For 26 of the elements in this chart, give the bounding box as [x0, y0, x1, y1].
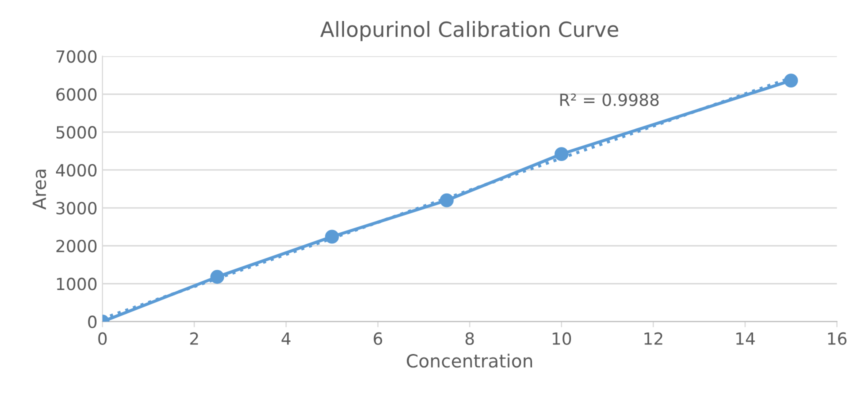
y-tick-label: 3000	[56, 202, 97, 214]
chart-title: Allopurinol Calibration Curve	[320, 21, 618, 42]
y-tick-label: 7000	[56, 50, 97, 63]
x-tick-label: 4	[282, 332, 290, 345]
x-tick-label: 8	[466, 332, 474, 345]
x-tick-label: 12	[644, 332, 662, 345]
annotation: R² = 0.9988	[560, 94, 659, 106]
point	[554, 147, 568, 162]
y-tick-label: 6000	[56, 88, 97, 101]
x-tick-label: 0	[98, 332, 107, 345]
point	[210, 270, 224, 284]
point	[325, 230, 339, 244]
y-tick-label: 1000	[57, 278, 97, 290]
x-axis-title: Concentration	[406, 354, 532, 368]
x-tick-label: 6	[374, 332, 382, 345]
point	[440, 193, 454, 208]
x-tick-label: 14	[736, 332, 755, 345]
y-tick-label: 5000	[56, 126, 97, 139]
point	[784, 74, 798, 88]
y-tick-label: 4000	[56, 164, 97, 177]
y-tick-label: 0	[88, 316, 97, 328]
y-tick-label: 2000	[56, 240, 97, 252]
x-tick-label: 10	[552, 332, 571, 345]
y-axis-title: Area	[32, 170, 46, 210]
x-tick-label: 16	[828, 332, 846, 345]
x-tick-label: 2	[190, 332, 198, 345]
